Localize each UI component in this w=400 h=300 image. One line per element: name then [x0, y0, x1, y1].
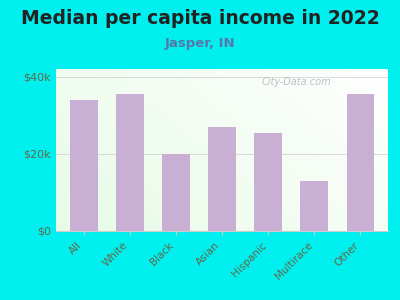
- Text: Median per capita income in 2022: Median per capita income in 2022: [21, 9, 379, 28]
- Bar: [300, 181, 328, 231]
- Bar: [208, 127, 236, 231]
- Bar: [254, 133, 282, 231]
- Bar: [116, 94, 144, 231]
- Text: City-Data.com: City-Data.com: [262, 77, 332, 87]
- Text: Jasper, IN: Jasper, IN: [165, 38, 235, 50]
- Bar: [162, 154, 190, 231]
- Bar: [346, 94, 374, 231]
- Bar: [70, 100, 98, 231]
